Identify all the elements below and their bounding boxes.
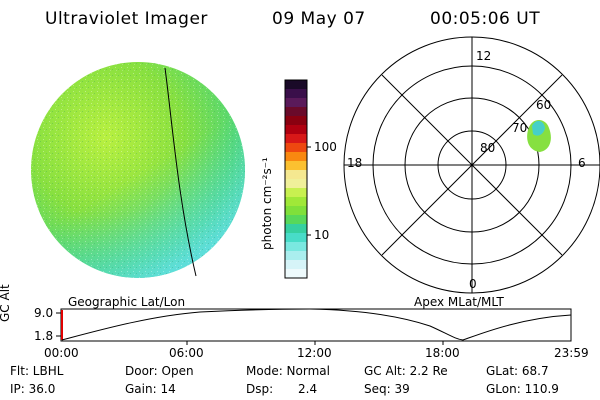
color-bar-band <box>285 98 307 108</box>
color-bar-band <box>285 206 307 216</box>
color-bar-band <box>285 89 307 99</box>
geo-label: Geographic Lat/Lon <box>68 295 186 309</box>
altitude-tick-1.8: 1.8 <box>34 329 54 343</box>
color-bar-band <box>285 215 307 225</box>
info-dsp-label: Dsp: <box>246 382 274 396</box>
color-bar-band <box>285 143 307 153</box>
altitude-tick-9: 9.0 <box>34 306 54 320</box>
apex-label: Apex MLat/MLT <box>414 295 504 309</box>
info-door: Door: Open <box>125 364 194 378</box>
info-dsp-value: 2.4 <box>298 382 318 396</box>
mlt-label-0: 0 <box>469 277 477 291</box>
color-bar-label-10: 10 <box>314 228 330 242</box>
color-bar-band <box>285 197 307 207</box>
color-bar-band <box>285 134 307 144</box>
auroral-blob <box>527 120 551 152</box>
color-bar-band <box>285 251 307 261</box>
color-bar-band <box>285 116 307 126</box>
altitude-curve <box>61 308 572 341</box>
info-mode: Mode: Normal <box>246 364 330 378</box>
info-seq: Seq: 39 <box>364 382 410 396</box>
time-tick-2359: 23:59 <box>554 346 589 360</box>
info-glon: GLon: 110.9 <box>486 382 559 396</box>
color-bar-band <box>285 260 307 270</box>
mlat-label-60: 60 <box>536 98 552 112</box>
time-label: 00:05:06 UT <box>430 9 541 29</box>
time-tick-1800: 18:00 <box>425 346 460 360</box>
mlat-label-70: 70 <box>512 121 528 135</box>
altitude-axis-label: GC Alt <box>0 284 12 322</box>
date-label: 09 May 07 <box>272 9 366 29</box>
color-bar-band <box>285 179 307 189</box>
color-bar-band <box>285 269 307 279</box>
color-bar-band <box>285 233 307 243</box>
info-flt: Flt: LBHL <box>10 364 64 378</box>
earth-image <box>31 62 245 278</box>
terminator-line <box>164 67 197 277</box>
polar-grid <box>343 36 600 294</box>
time-tick-0000: 00:00 <box>44 346 79 360</box>
info-ip: IP: 36.0 <box>10 382 56 396</box>
color-bar-label-100: 100 <box>314 140 337 154</box>
time-tick-0600: 06:00 <box>169 346 204 360</box>
mlat-label-80: 80 <box>480 141 496 155</box>
time-tick-1200: 12:00 <box>297 346 332 360</box>
mlt-label-18: 18 <box>347 156 363 170</box>
altitude-frame <box>60 308 572 342</box>
color-bar-band <box>285 224 307 234</box>
color-bar-band <box>285 107 307 117</box>
color-bar-band <box>285 152 307 162</box>
instrument-title: Ultraviolet Imager <box>45 9 208 29</box>
color-bar-band <box>285 242 307 252</box>
color-bar <box>285 80 307 279</box>
mlt-label-6: 6 <box>578 156 586 170</box>
mlt-label-12: 12 <box>476 49 492 63</box>
color-bar-frame <box>284 79 308 279</box>
color-bar-band <box>285 170 307 180</box>
info-gain: Gain: 14 <box>125 382 176 396</box>
color-bar-band <box>285 188 307 198</box>
info-glat: GLat: 68.7 <box>486 364 549 378</box>
color-bar-band <box>285 161 307 171</box>
color-bar-band <box>285 80 307 90</box>
info-gcalt: GC Alt: 2.2 Re <box>364 364 448 378</box>
color-bar-band <box>285 125 307 135</box>
